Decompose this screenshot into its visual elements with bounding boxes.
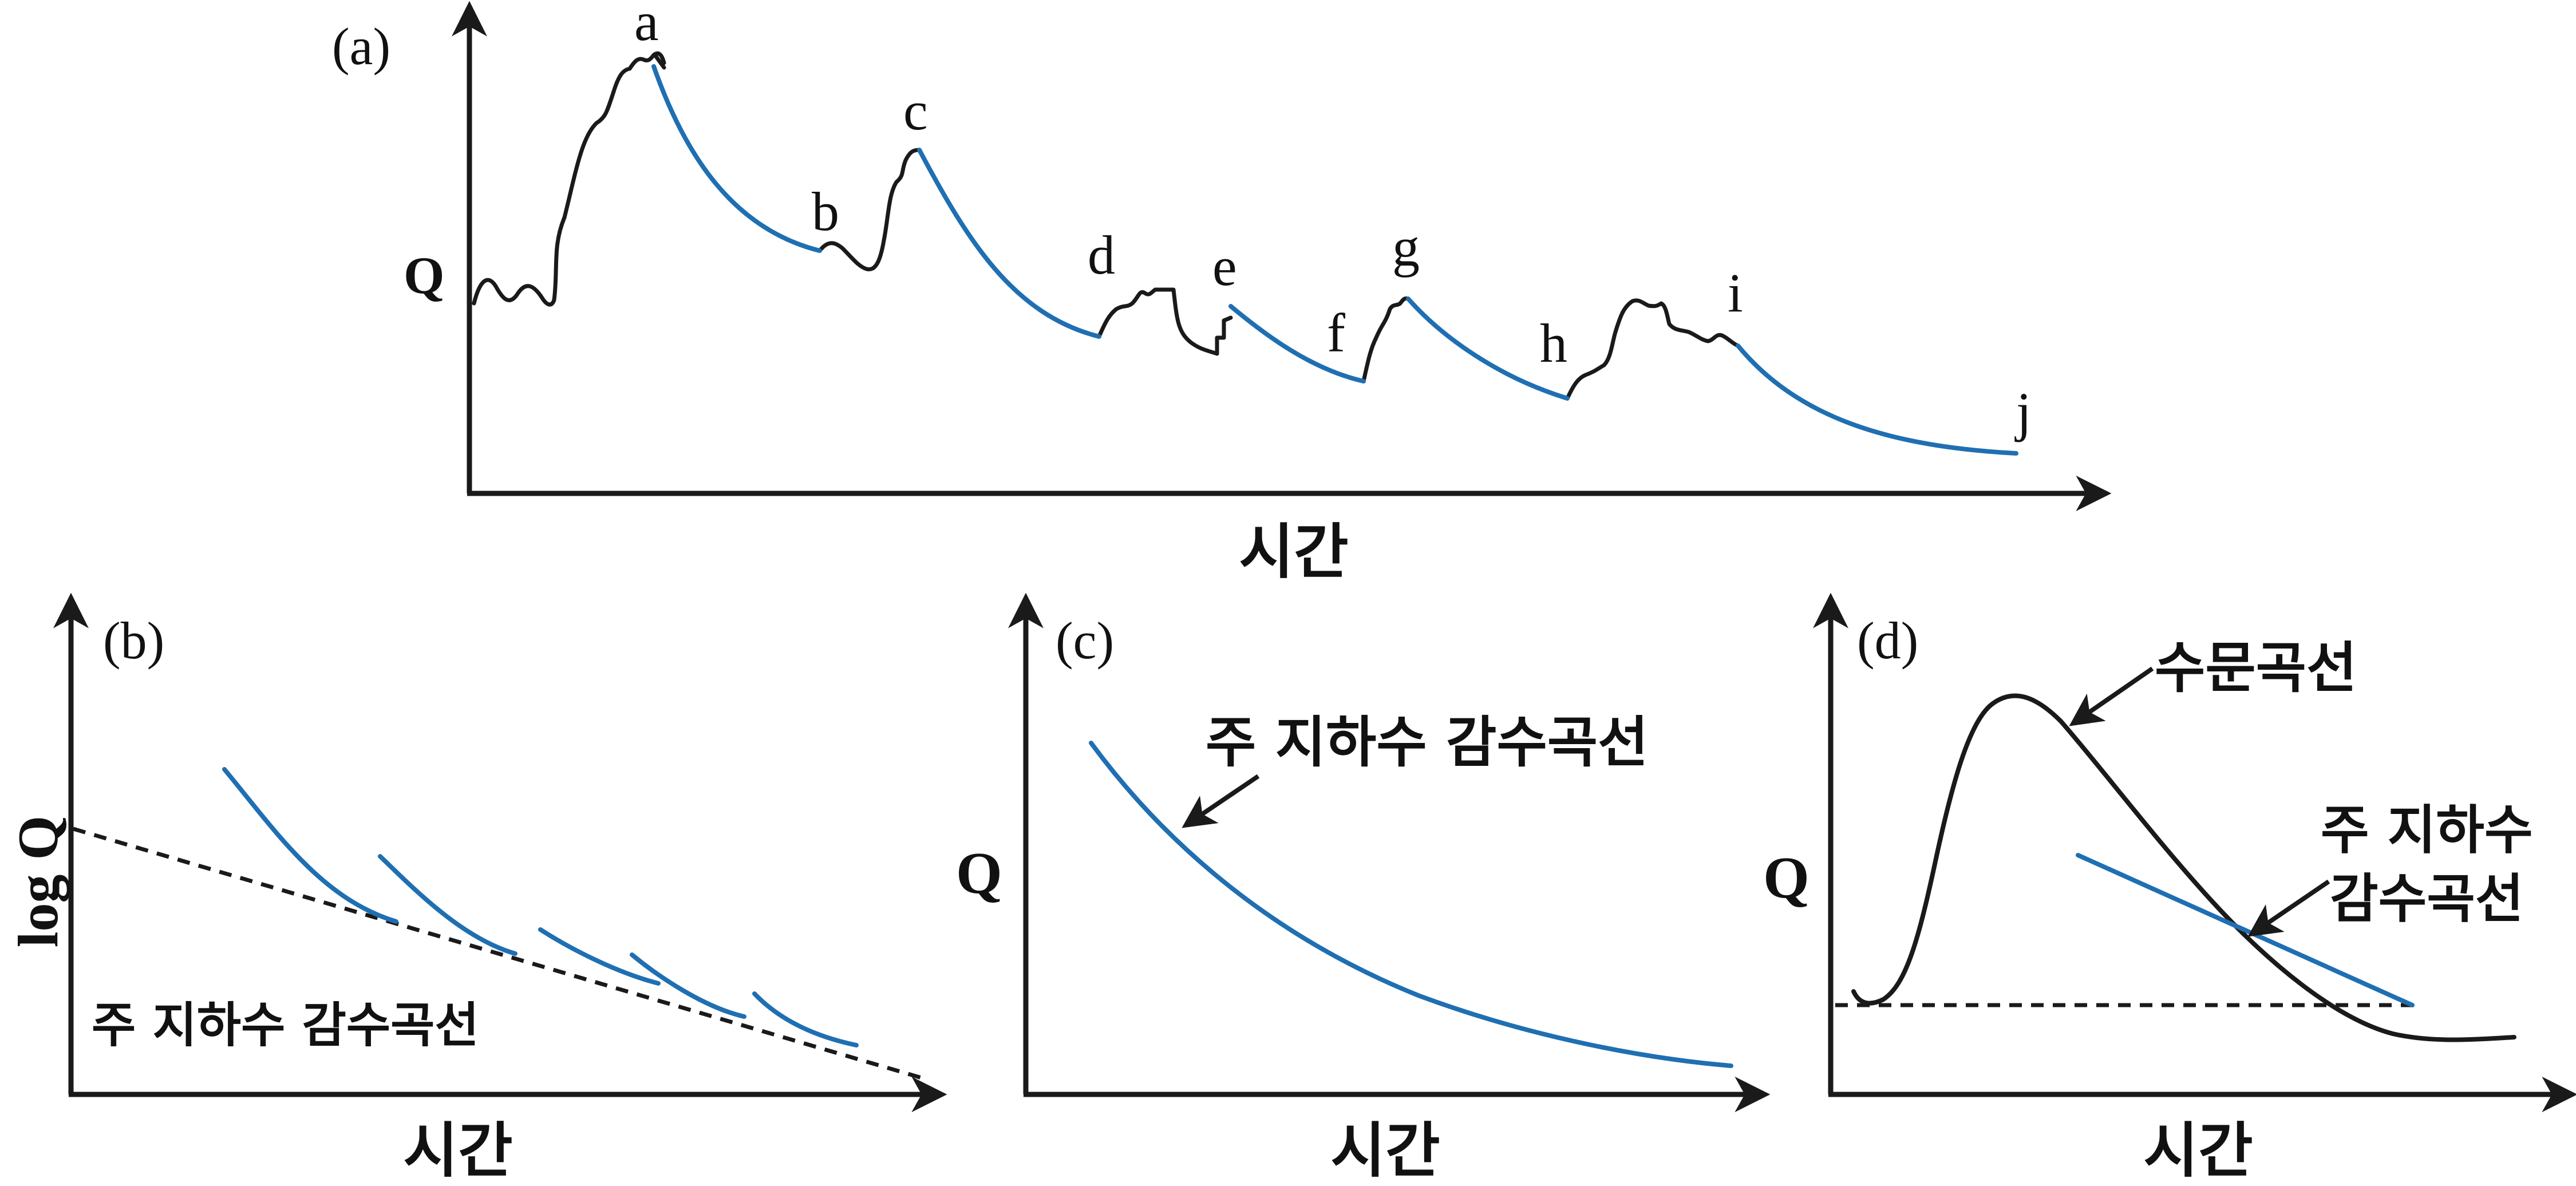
panel-d: (d) Q 시간 수문곡선 주 지하수 감수곡선 xyxy=(1763,592,2576,1185)
panel-d-recession-arrow xyxy=(2247,879,2330,937)
panel-d-hydrograph xyxy=(1851,693,2516,1042)
panel-a-x-label: 시간 xyxy=(1239,517,1348,587)
point-label-g: g xyxy=(1392,216,1420,278)
point-label-h: h xyxy=(1540,313,1567,374)
panel-d-recession-line xyxy=(2076,853,2415,1007)
panel-c-recession-curve xyxy=(1089,741,1733,1068)
panel-c-x-label: 시간 xyxy=(1330,1116,1440,1185)
panel-c-annotation-arrow xyxy=(1182,774,1260,828)
panel-b-baseflow-line xyxy=(73,827,928,1082)
panel-a-y-label: Q xyxy=(404,246,445,305)
point-label-e: e xyxy=(1212,236,1237,297)
panel-b-x-label: 시간 xyxy=(403,1116,512,1185)
panel-d-x-label: 시간 xyxy=(2143,1116,2253,1185)
panel-a-point-labels: a b c d e f g h i j xyxy=(634,0,2032,442)
panel-a-label: (a) xyxy=(332,17,390,76)
panel-c-label: (c) xyxy=(1056,611,1114,670)
panel-d-hydrograph-annotation: 수문곡선 xyxy=(2155,636,2357,700)
panel-a-hydrograph-rising-limbs xyxy=(472,51,666,307)
point-label-j: j xyxy=(2014,381,2032,442)
panel-b-recession-segments xyxy=(222,767,398,924)
point-label-i: i xyxy=(1728,262,1743,323)
panel-d-y-label: Q xyxy=(1763,845,1809,911)
panel-c: (c) Q 시간 주 지하수 감수곡선 xyxy=(956,592,1771,1185)
panel-b-annotation: 주 지하수 감수곡선 xyxy=(92,997,479,1053)
panel-b: (b) log Q 시간 주 지하수 감수곡선 xyxy=(6,592,947,1185)
panel-d-hydrograph-arrow xyxy=(2069,666,2154,726)
panel-b-label: (b) xyxy=(103,611,164,670)
point-label-d: d xyxy=(1088,224,1115,286)
point-label-a: a xyxy=(634,0,659,52)
panel-a: (a) Q 시간 a b c d e f g h i j xyxy=(332,0,2112,587)
point-label-f: f xyxy=(1327,302,1345,363)
panel-c-annotation: 주 지하수 감수곡선 xyxy=(1206,710,1648,774)
panel-d-label: (d) xyxy=(1857,611,1918,670)
panel-a-recession-limbs xyxy=(651,64,822,253)
panel-d-recession-annotation-line2: 감수곡선 xyxy=(2330,868,2524,930)
point-label-c: c xyxy=(903,80,928,141)
panel-b-y-label: log Q xyxy=(6,816,70,948)
panel-c-y-label: Q xyxy=(956,840,1002,906)
panel-d-recession-annotation-line1: 주 지하수 xyxy=(2321,800,2533,861)
point-label-b: b xyxy=(812,181,839,242)
